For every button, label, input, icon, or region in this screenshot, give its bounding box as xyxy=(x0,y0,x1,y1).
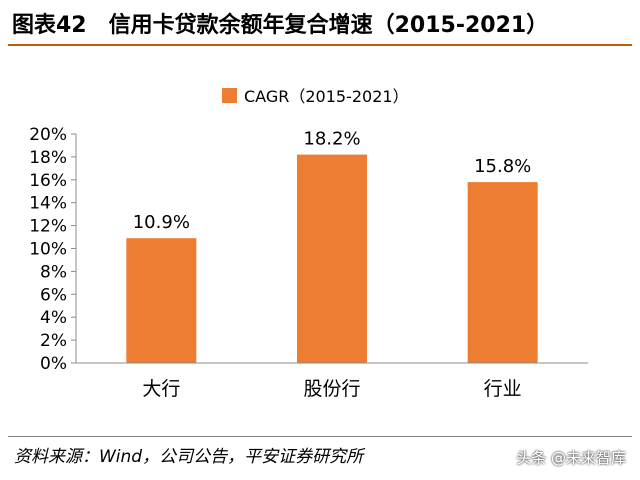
title-divider xyxy=(8,44,632,46)
legend-label: CAGR（2015-2021） xyxy=(244,87,409,106)
x-tick-label: 股份行 xyxy=(303,378,360,400)
bar-series: 10.9% 18.2% 15.8% xyxy=(126,129,538,363)
y-tick-label: 12% xyxy=(29,217,67,237)
bar xyxy=(467,182,538,363)
x-axis: 大行 股份行 行业 xyxy=(76,362,588,400)
y-tick-label: 20% xyxy=(29,125,67,145)
y-tick-label: 4% xyxy=(40,308,67,328)
x-tick-label: 行业 xyxy=(484,378,522,400)
figure-title-text: 信用卡贷款余额年复合增速（2015-2021） xyxy=(108,13,549,38)
y-tick-label: 16% xyxy=(29,171,67,191)
y-tick-label: 10% xyxy=(29,240,67,260)
bar xyxy=(297,154,367,363)
figure-title: 图表42 信用卡贷款余额年复合增速（2015-2021） xyxy=(12,6,628,46)
bar-value-label: 10.9% xyxy=(133,212,190,233)
bar-value-label: 18.2% xyxy=(303,129,360,150)
y-tick-label: 6% xyxy=(40,285,67,305)
x-tick-label: 大行 xyxy=(142,378,180,400)
y-tick-label: 0% xyxy=(40,354,67,374)
chart-legend: CAGR（2015-2021） xyxy=(222,87,409,106)
y-tick-label: 14% xyxy=(29,194,67,214)
y-tick-label: 8% xyxy=(40,262,67,282)
bar-value-label: 15.8% xyxy=(474,156,531,177)
watermark: 头条 @未来智库 xyxy=(516,449,626,467)
footer-divider xyxy=(8,436,632,437)
y-tick-label: 18% xyxy=(29,148,67,168)
bar xyxy=(126,238,197,363)
source-note: 资料来源：Wind，公司公告，平安证券研究所 xyxy=(14,447,364,467)
y-tick-label: 2% xyxy=(40,331,67,351)
y-axis: 0% 2% 4% 6% 8%10% 12% 14% 16% 18% 20% xyxy=(29,125,77,374)
figure-number: 图表42 xyxy=(12,13,87,38)
bar-chart: CAGR（2015-2021） 0% 2% 4% 6% 8%10% 12% 14% 16% 18… xyxy=(29,87,588,400)
legend-swatch xyxy=(222,88,237,103)
